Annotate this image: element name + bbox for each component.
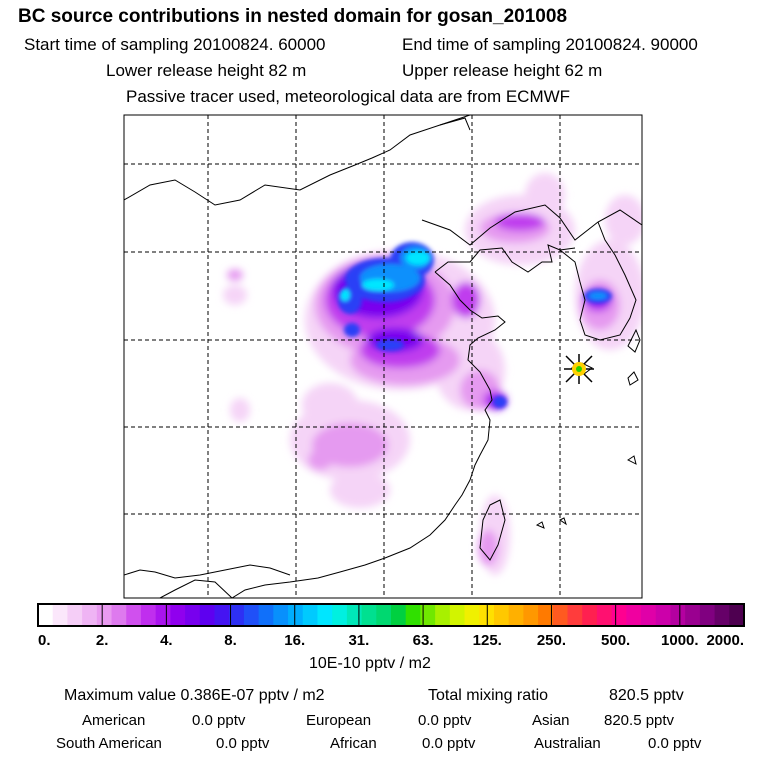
- colorbar-tick-label: 250.: [537, 632, 566, 649]
- colorbar-tick-label: 1000.: [661, 632, 699, 649]
- colorbar: [37, 603, 745, 627]
- upper-release-height: Upper release height 62 m: [402, 61, 603, 80]
- start-time-label: Start time of sampling 20100824. 60000: [24, 35, 326, 54]
- colorbar-swatch: [582, 604, 598, 626]
- colorbar-swatch: [714, 604, 730, 626]
- colorbar-swatch: [391, 604, 407, 626]
- asian-label: Asian: [532, 712, 570, 729]
- asian-value: 820.5 pptv: [604, 712, 675, 729]
- colorbar-swatch: [126, 604, 142, 626]
- colorbar-tick-label: 500.: [601, 632, 630, 649]
- colorbar-swatch: [435, 604, 451, 626]
- european-value: 0.0 pptv: [418, 712, 472, 729]
- colorbar-tick-label: 2000.: [706, 632, 744, 649]
- colorbar-swatch: [170, 604, 186, 626]
- colorbar-swatch: [317, 604, 333, 626]
- concentration-field: [223, 173, 642, 575]
- american-label: American: [82, 712, 146, 729]
- colorbar-swatch: [214, 604, 230, 626]
- colorbar-tick-label: 4.: [160, 632, 173, 649]
- colorbar-swatch: [729, 604, 745, 626]
- colorbar-swatch: [273, 604, 289, 626]
- colorbar-swatch: [243, 604, 260, 626]
- colorbar-tick-label: 125.: [473, 632, 502, 649]
- colorbar-swatch: [596, 604, 613, 626]
- australian-value: 0.0 pptv: [648, 735, 702, 752]
- colorbar-tick-label: 8.: [224, 632, 237, 649]
- colorbar-swatch: [655, 604, 672, 626]
- colorbar-swatch: [420, 604, 436, 626]
- colorbar-swatch: [82, 604, 98, 626]
- total-mixing-label: Total mixing ratio: [428, 687, 549, 704]
- colorbar-swatch: [258, 604, 274, 626]
- colorbar-swatch: [670, 604, 686, 626]
- colorbar-tick-label: 2.: [96, 632, 109, 649]
- colorbar-tick-label: 63.: [413, 632, 434, 649]
- end-time-label: End time of sampling 20100824. 90000: [402, 35, 698, 54]
- colorbar-swatch: [288, 604, 304, 626]
- colorbar-swatch: [199, 604, 216, 626]
- south-american-value: 0.0 pptv: [216, 735, 270, 752]
- colorbar-swatch: [332, 604, 348, 626]
- maximum-value: Maximum value 0.386E-07 pptv / m2: [64, 687, 325, 704]
- colorbar-swatch: [538, 604, 554, 626]
- receptor-marker: [564, 354, 594, 384]
- colorbar-units: 10E-10 pptv / m2: [309, 655, 431, 672]
- colorbar-swatch: [523, 604, 539, 626]
- colorbar-swatch: [464, 604, 480, 626]
- colorbar-swatch: [552, 604, 569, 626]
- colorbar-swatch: [567, 604, 583, 626]
- colorbar-swatch: [111, 604, 127, 626]
- colorbar-swatch: [140, 604, 157, 626]
- map-frame: [123, 114, 643, 599]
- colorbar-swatch: [626, 604, 642, 626]
- colorbar-swatch: [38, 604, 54, 626]
- south-american-label: South American: [56, 735, 162, 752]
- colorbar-swatch: [361, 604, 377, 626]
- colorbar-swatch: [52, 604, 69, 626]
- colorbar-swatch: [493, 604, 510, 626]
- lower-release-height: Lower release height 82 m: [106, 61, 307, 80]
- african-label: African: [330, 735, 377, 752]
- colorbar-swatch: [96, 604, 113, 626]
- colorbar-tick-label: 16.: [284, 632, 305, 649]
- total-mixing-value: 820.5 pptv: [609, 687, 684, 704]
- colorbar-swatch: [302, 604, 319, 626]
- tracer-note: Passive tracer used, meteorological data…: [126, 87, 571, 106]
- colorbar-swatch: [185, 604, 201, 626]
- colorbar-swatch: [641, 604, 657, 626]
- colorbar-tick-label: 31.: [348, 632, 369, 649]
- colorbar-swatch: [685, 604, 701, 626]
- colorbar-swatch: [508, 604, 524, 626]
- australian-label: Australian: [534, 735, 601, 752]
- colorbar-frame: [37, 603, 745, 627]
- coastlines: [124, 115, 642, 598]
- colorbar-tick-label: 0.: [38, 632, 51, 649]
- colorbar-swatch: [346, 604, 363, 626]
- colorbar-swatch: [405, 604, 422, 626]
- colorbar-swatch: [449, 604, 466, 626]
- colorbar-swatch: [67, 604, 83, 626]
- colorbar-swatch: [611, 604, 627, 626]
- american-value: 0.0 pptv: [192, 712, 246, 729]
- graticule: [124, 115, 642, 598]
- colorbar-labels: 0. 2. 4. 8. 16. 31. 63. 125. 250. 500. 1000. 2000.: [38, 632, 744, 649]
- colorbar-swatch: [699, 604, 716, 626]
- plot-title: BC source contributions in nested domain…: [18, 6, 568, 27]
- african-value: 0.0 pptv: [422, 735, 476, 752]
- european-label: European: [306, 712, 372, 729]
- colorbar-swatch: [376, 604, 392, 626]
- colorbar-swatch: [155, 604, 171, 626]
- colorbar-swatch: [229, 604, 245, 626]
